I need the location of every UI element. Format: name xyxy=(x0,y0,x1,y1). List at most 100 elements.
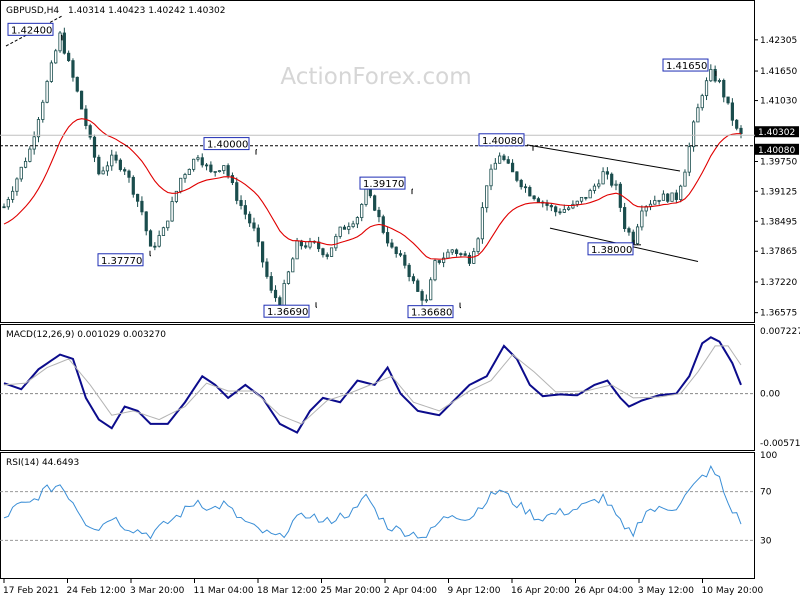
x-tick-label: 10 May 20:00 xyxy=(702,586,764,596)
candle-body xyxy=(571,203,575,209)
candle-body xyxy=(161,227,166,236)
candle-body xyxy=(623,207,627,230)
watermark: ActionForex.com xyxy=(280,64,471,90)
y-tick-label: 1.37220 xyxy=(760,278,797,288)
candle-body xyxy=(295,240,299,260)
callout-label: 1.36680 xyxy=(411,308,452,319)
callout-box xyxy=(97,253,144,267)
candle-body xyxy=(153,245,157,248)
candle-body xyxy=(377,209,381,218)
candle-body xyxy=(157,235,161,247)
candle-body xyxy=(200,157,204,166)
candle-body xyxy=(562,209,566,213)
candle-body xyxy=(114,154,118,161)
candle-body xyxy=(222,165,226,172)
candle-body xyxy=(666,193,670,202)
candle-body xyxy=(213,171,217,173)
candle-body xyxy=(554,206,558,213)
candle-body xyxy=(334,236,338,249)
candle-body xyxy=(454,249,459,255)
candle-body xyxy=(640,210,644,228)
candle-body xyxy=(342,226,347,230)
callout-label: 1.40080 xyxy=(482,136,523,147)
candle-body xyxy=(730,102,734,121)
candle-body xyxy=(687,146,691,173)
axis-layer: 1.423051.416501.410301.404001.397501.391… xyxy=(3,36,800,596)
callout-box xyxy=(662,58,709,72)
candle-body xyxy=(36,119,41,138)
candle-body xyxy=(11,190,15,200)
trendline xyxy=(526,144,681,172)
candle-body xyxy=(416,280,420,292)
candle-body xyxy=(592,185,597,191)
price-callout: 1.40080 xyxy=(478,133,534,151)
candle-body xyxy=(41,101,45,120)
candle-body xyxy=(679,185,683,200)
rsi-pane-frame xyxy=(0,452,755,579)
signal-line xyxy=(3,345,742,425)
macd-title: MACD(12,26,9) 0.001029 0.003270 xyxy=(6,330,166,340)
candle-body xyxy=(329,247,334,257)
candle-body xyxy=(209,164,213,172)
candle-body xyxy=(588,190,592,199)
candle-body xyxy=(192,158,196,170)
candle-body xyxy=(286,271,291,284)
rsi-tick-label: 100 xyxy=(760,451,777,461)
candle-body xyxy=(480,207,485,240)
y-tick-label: 1.37865 xyxy=(760,247,797,257)
candle-body xyxy=(709,69,713,82)
callout-label: 1.40000 xyxy=(207,140,248,151)
price-layer: 1.42400 1.37770 1.40000 1.36690 1.39170 1.366… xyxy=(0,15,755,319)
candle-body xyxy=(683,171,687,187)
candle-body xyxy=(635,226,640,244)
candle-body xyxy=(407,264,411,278)
candle-body xyxy=(127,170,131,178)
x-tick-label: 2 Apr 04:00 xyxy=(384,586,437,596)
candle-body xyxy=(226,165,230,176)
macd-pane-frame xyxy=(0,324,755,451)
callout-label: 1.42400 xyxy=(11,25,52,36)
x-tick-label: 26 Apr 04:00 xyxy=(575,586,634,596)
candle-body xyxy=(420,291,424,301)
x-tick-label: 3 May 12:00 xyxy=(638,586,694,596)
candle-body xyxy=(136,193,140,202)
candle-body xyxy=(433,260,437,281)
candle-body xyxy=(256,227,260,243)
candle-body xyxy=(442,257,446,263)
candle-body xyxy=(118,159,122,170)
candle-body xyxy=(610,173,614,186)
x-tick-label: 11 Mar 04:00 xyxy=(194,586,254,596)
candle-body xyxy=(558,211,562,214)
price-tag-box xyxy=(755,126,799,138)
candle-body xyxy=(54,50,58,64)
candle-body xyxy=(58,32,62,52)
candle-body xyxy=(97,156,101,175)
candle-body xyxy=(618,183,622,208)
price-tag-box xyxy=(755,143,799,155)
candle-body xyxy=(627,228,631,233)
candle-body xyxy=(493,162,497,170)
candle-body xyxy=(282,283,286,307)
candle-body xyxy=(575,200,579,205)
price-callout: 1.41650 xyxy=(662,58,717,77)
candle-body xyxy=(101,170,105,175)
candle-body xyxy=(614,183,618,186)
candle-body xyxy=(19,166,23,180)
price-tag-label: 1.40080 xyxy=(758,146,795,156)
candle-body xyxy=(502,155,506,160)
ohlc-text: 1.40314 1.40423 1.40242 1.40302 xyxy=(68,6,225,16)
callout-box xyxy=(587,242,634,256)
candle-body xyxy=(523,186,528,189)
callout-label: 1.38000 xyxy=(591,245,632,256)
x-tick-label: 18 Mar 12:00 xyxy=(257,586,317,596)
y-tick-label: 1.42305 xyxy=(760,36,797,46)
candle-body xyxy=(2,206,6,209)
y-tick-label: 1.39125 xyxy=(760,187,797,197)
candle-body xyxy=(347,226,351,230)
candle-body xyxy=(235,182,239,201)
candle-body xyxy=(265,261,269,277)
candle-body xyxy=(536,198,541,203)
candle-body xyxy=(123,169,127,172)
candle-body xyxy=(179,177,183,192)
